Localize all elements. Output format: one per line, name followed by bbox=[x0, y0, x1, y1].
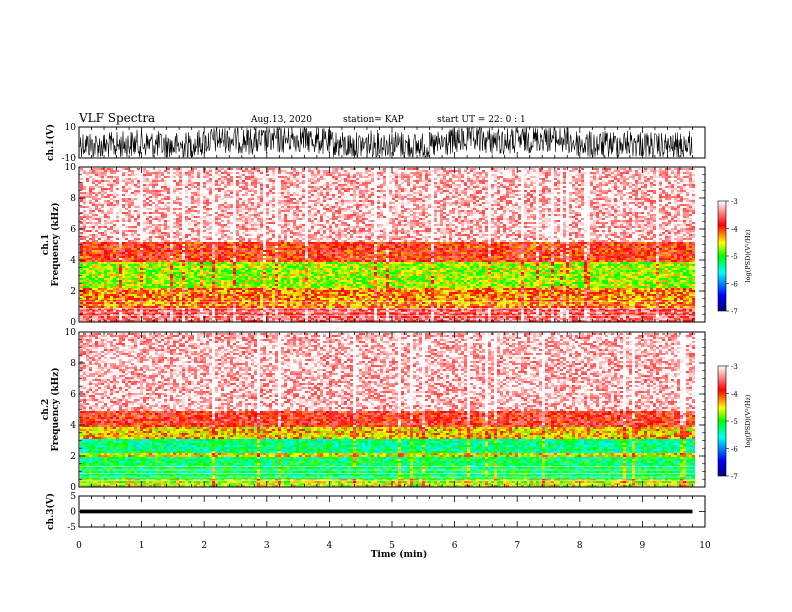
colorbar-tick-label: -3 bbox=[731, 198, 738, 206]
y-tick-label: 0 bbox=[70, 318, 76, 328]
ch3-waveform-trace bbox=[80, 509, 693, 514]
colorbar-tick-label: -4 bbox=[731, 391, 738, 399]
y-tick-label: 6 bbox=[70, 390, 76, 400]
y-tick-label: 2 bbox=[70, 452, 76, 462]
y-tick-label: -10 bbox=[62, 154, 77, 164]
x-axis-label: Time (min) bbox=[371, 549, 428, 560]
spectrogram-image bbox=[80, 168, 695, 322]
x-tick-label: 4 bbox=[327, 541, 333, 551]
p-sp1-ylabel: ch.1Frequency (kHz) bbox=[41, 202, 61, 286]
ch1-waveform-panel: 10 -10 ch.1(V) bbox=[45, 123, 706, 164]
colorbar-tick-label: -7 bbox=[731, 308, 738, 316]
y-tick-label: 4 bbox=[70, 421, 76, 431]
colorbar-tick-label: -4 bbox=[731, 226, 738, 234]
y-tick-label: 10 bbox=[65, 123, 77, 133]
colorbar-tick-label: -3 bbox=[731, 363, 738, 371]
y-tick-label: 10 bbox=[65, 163, 77, 173]
station-label: station= KAP bbox=[343, 115, 404, 125]
colorbar-label: log(PSD)(V²/Hz) bbox=[744, 229, 752, 282]
x-tick-label: 3 bbox=[264, 541, 270, 551]
p-ch3-ylabel: ch.3(V) bbox=[45, 493, 56, 530]
colorbar-gradient bbox=[717, 200, 727, 312]
ch2-spectrogram-panel: 0 2 4 6 8 10 ch.2Frequency (kHz) bbox=[41, 328, 706, 493]
y-tick-label: 5 bbox=[70, 492, 76, 502]
spectrogram-image bbox=[80, 333, 695, 487]
time-axis: 0 1 2 3 4 5 6 7 8 9 10 bbox=[76, 541, 711, 551]
colorbar-gradient bbox=[717, 365, 727, 477]
x-tick-label: 6 bbox=[452, 541, 458, 551]
p-sp2-ylabel: ch.2Frequency (kHz) bbox=[41, 367, 61, 451]
y-tick-label: 2 bbox=[70, 287, 76, 297]
y-tick-label: 8 bbox=[70, 194, 76, 204]
ch1-waveform-trace bbox=[79, 127, 693, 159]
date-label: Aug.13, 2020 bbox=[250, 115, 312, 125]
y-tick-label: 10 bbox=[65, 328, 77, 338]
ch3-waveform-panel: 5 0 -5 ch.3(V) bbox=[45, 492, 706, 533]
colorbar-tick-label: -6 bbox=[731, 446, 738, 454]
ch1-spectrogram-panel: 0 2 4 6 8 10 ch.1Frequency (kHz) bbox=[41, 163, 706, 328]
y-tick-label: 0 bbox=[70, 483, 76, 493]
colorbar-tick-label: -5 bbox=[731, 418, 738, 426]
x-tick-label: 5 bbox=[389, 541, 395, 551]
figure-title: VLF Spectra bbox=[78, 111, 155, 125]
y-tick-label: 0 bbox=[70, 508, 76, 518]
x-tick-label: 0 bbox=[76, 541, 82, 551]
y-tick-label: 6 bbox=[70, 225, 76, 235]
y-tick-label: -5 bbox=[67, 523, 76, 533]
ch1-colorbar: -3 -4 -5 -6 -7 log(PSD)(V²/Hz) bbox=[717, 198, 752, 316]
p-ch1-ylabel: ch.1(V) bbox=[45, 124, 56, 161]
x-tick-label: 10 bbox=[699, 541, 711, 551]
start-time-label: start UT = 22: 0 : 1 bbox=[437, 115, 526, 125]
colorbar-tick-label: -5 bbox=[731, 253, 738, 261]
x-tick-label: 8 bbox=[577, 541, 583, 551]
y-tick-label: 8 bbox=[70, 359, 76, 369]
x-tick-label: 1 bbox=[139, 541, 145, 551]
y-tick-label: 4 bbox=[70, 256, 76, 266]
x-tick-label: 9 bbox=[640, 541, 646, 551]
colorbar-tick-label: -6 bbox=[731, 281, 738, 289]
colorbar-label: log(PSD)(V²/Hz) bbox=[744, 394, 752, 447]
colorbar-tick-label: -7 bbox=[731, 473, 738, 481]
ch2-colorbar: -3 -4 -5 -6 -7 log(PSD)(V²/Hz) bbox=[717, 363, 752, 481]
x-tick-label: 2 bbox=[201, 541, 207, 551]
x-tick-label: 7 bbox=[514, 541, 520, 551]
